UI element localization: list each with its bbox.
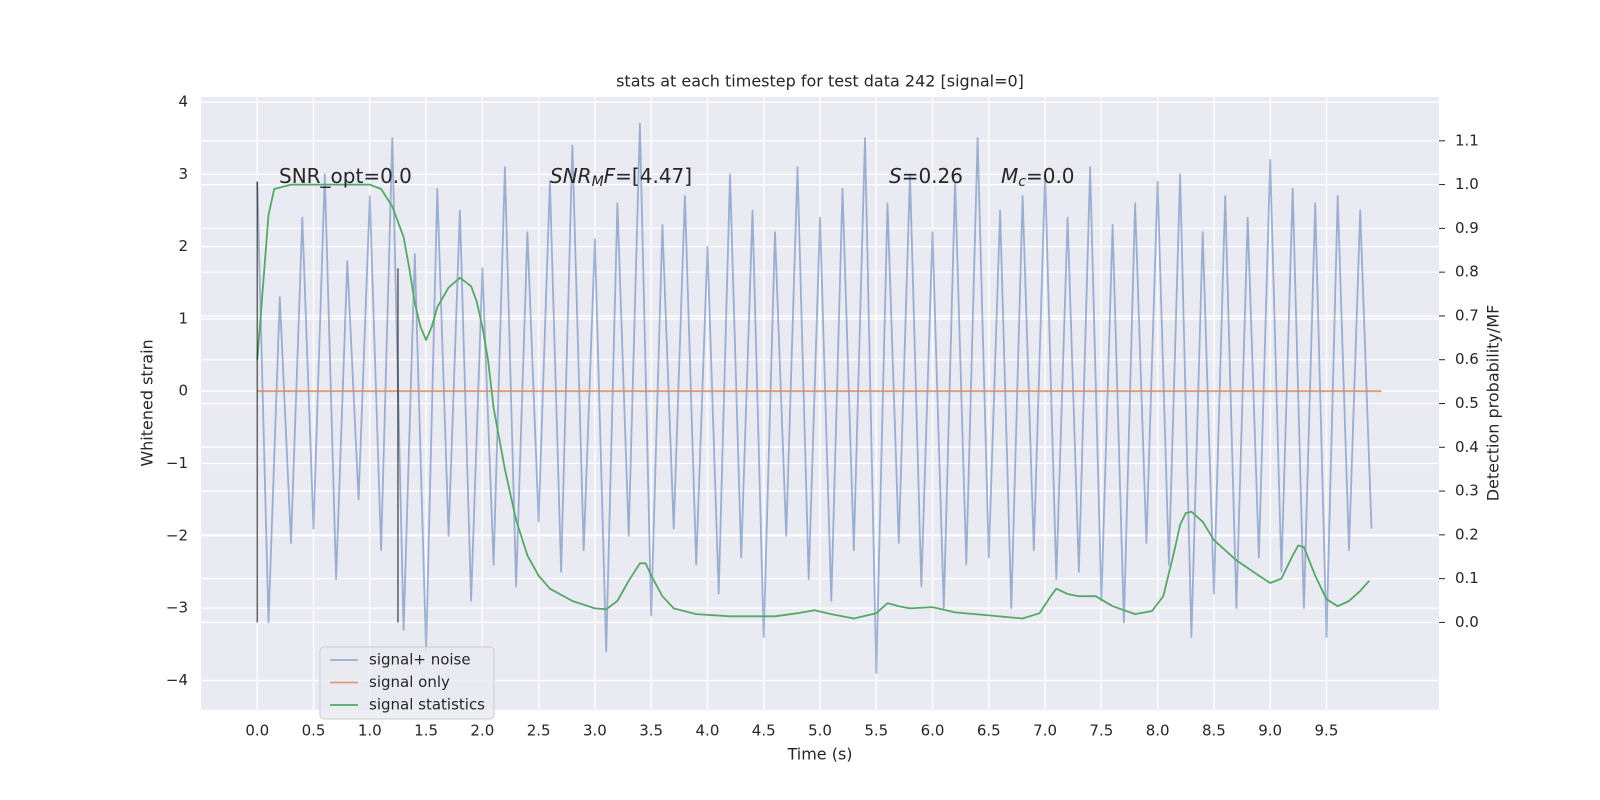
- y-tick-label: 2: [178, 237, 188, 255]
- x-tick-label: 2.5: [527, 722, 551, 740]
- chart-title: stats at each timestep for test data 242…: [616, 72, 1024, 91]
- annotation: S=0.26: [889, 164, 963, 188]
- y-axis-label: Whitened strain: [138, 339, 157, 466]
- annotation: SNRMF=[4.47]: [550, 164, 692, 191]
- y2-tick-label: 0.5: [1455, 394, 1479, 412]
- x-tick-label: 1.5: [414, 722, 438, 740]
- x-tick-label: 7.5: [1089, 722, 1113, 740]
- x-tick-label: 6.0: [921, 722, 945, 740]
- x-tick-label: 4.5: [752, 722, 776, 740]
- annotation-part: M: [592, 174, 604, 190]
- y-tick-label: −3: [166, 599, 188, 617]
- series-line: [256, 183, 1370, 620]
- x-tick-label: 7.0: [1033, 722, 1057, 740]
- y2-tick-label: 0.3: [1455, 482, 1479, 500]
- legend-box: [319, 646, 495, 720]
- legend-label: signal statistics: [369, 696, 485, 714]
- y-tick-label: 4: [178, 93, 188, 111]
- annotation-part: =0.0: [1026, 164, 1075, 188]
- annotation-part: F: [604, 164, 616, 188]
- y-tick-label: 3: [178, 165, 188, 183]
- annotation-part: c: [1018, 174, 1026, 190]
- y2-tick-label: 1.1: [1455, 131, 1479, 149]
- y2-tick-label: 0.1: [1455, 569, 1479, 587]
- x-tick-label: 0.0: [245, 722, 269, 740]
- x-tick-label: 2.0: [470, 722, 494, 740]
- y-tick-label: 0: [178, 382, 188, 400]
- y-tick-label: −4: [166, 671, 188, 689]
- y2-tick-label: 0.7: [1455, 306, 1479, 324]
- x-tick-label: 8.0: [1146, 722, 1170, 740]
- x-tick-label: 9.5: [1315, 722, 1339, 740]
- x-tick-label: 9.0: [1258, 722, 1282, 740]
- y2-tick-label: 0.6: [1455, 350, 1479, 368]
- y-tick-label: 1: [178, 309, 188, 327]
- annotation: SNR_opt=0.0: [279, 164, 412, 188]
- y2-tick-label: 0.4: [1455, 438, 1479, 456]
- x-tick-label: 3.0: [583, 722, 607, 740]
- x-tick-label: 8.5: [1202, 722, 1226, 740]
- x-tick-label: 5.5: [864, 722, 888, 740]
- legend-label: signal only: [369, 673, 450, 691]
- series-line: [256, 122, 1373, 674]
- x-tick-label: 5.0: [808, 722, 832, 740]
- annotation-part: =0.26: [902, 164, 963, 188]
- y2-tick-label: 0.2: [1455, 525, 1479, 543]
- annotation-part: SNR: [550, 164, 592, 188]
- x-axis-label: Time (s): [786, 745, 852, 764]
- y2-tick-label: 0.0: [1455, 613, 1479, 631]
- y2-axis-label: Detection probability/MF: [1484, 305, 1503, 502]
- x-tick-label: 0.5: [302, 722, 326, 740]
- x-tick-label: 3.5: [639, 722, 663, 740]
- annotation-part: M: [1001, 164, 1018, 188]
- x-tick-label: 6.5: [977, 722, 1001, 740]
- x-tick-label: 4.0: [696, 722, 720, 740]
- y2-tick-label: 0.8: [1455, 263, 1479, 281]
- legend-label: signal+ noise: [369, 651, 471, 669]
- y-tick-label: −1: [166, 454, 188, 472]
- x-tick-label: 1.0: [358, 722, 382, 740]
- annotation: Mc=0.0: [1001, 164, 1075, 191]
- y2-tick-label: 1.0: [1455, 175, 1479, 193]
- y2-tick-label: 0.9: [1455, 219, 1479, 237]
- y-tick-label: −2: [166, 526, 188, 544]
- annotation-part: S: [889, 164, 902, 188]
- annotation-part: SNR_opt=0.0: [279, 164, 412, 188]
- annotation-part: =[4.47]: [615, 164, 692, 188]
